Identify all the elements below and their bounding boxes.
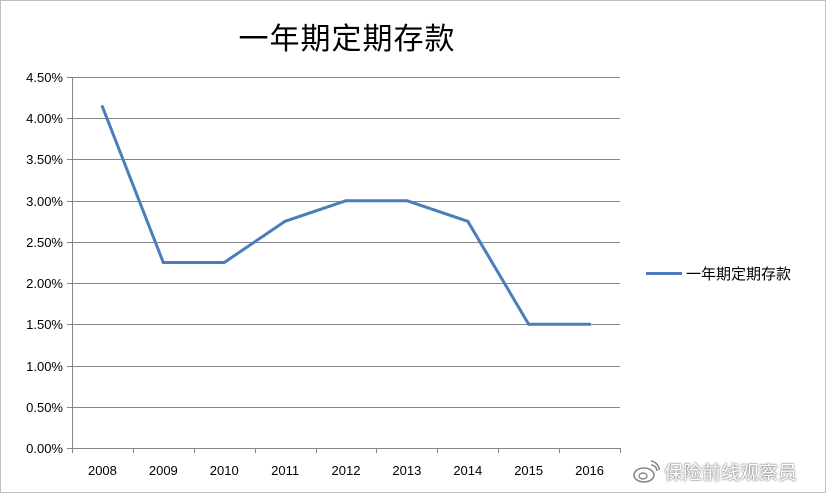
y-tick-label: 3.50%	[26, 152, 63, 167]
y-tick-label: 2.00%	[26, 276, 63, 291]
x-tick-label: 2012	[332, 463, 361, 478]
legend-label: 一年期定期存款	[686, 265, 792, 283]
y-tick-label: 4.50%	[26, 70, 63, 85]
y-axis-tick-labels: 0.00% 0.50% 1.00% 1.50% 2.00% 2.50% 3.00% 3.50%…	[26, 70, 63, 456]
chart-title: 一年期定期存款	[238, 22, 456, 57]
watermark-text: 保险前线观察员	[664, 462, 798, 484]
x-tick-label: 2013	[392, 463, 421, 478]
x-tick-label: 2016	[575, 463, 604, 478]
y-tick-label: 0.00%	[26, 441, 63, 456]
data-point	[161, 261, 165, 264]
data-point	[100, 105, 104, 109]
y-tick-label: 0.50%	[26, 400, 63, 415]
series-layer	[100, 105, 592, 326]
watermark: 保险前线观察员	[632, 458, 797, 485]
x-tick-label: 2010	[210, 463, 239, 478]
x-tick-label: 2015	[514, 463, 543, 478]
data-point	[405, 199, 409, 203]
y-tick-label: 1.00%	[26, 359, 63, 374]
x-tick-label: 2009	[149, 463, 178, 478]
x-tick-label: 2008	[88, 463, 117, 478]
data-point	[466, 219, 470, 223]
legend-swatch	[646, 272, 682, 275]
x-tick-label: 2011	[271, 463, 299, 478]
y-tick-label: 4.00%	[26, 111, 63, 126]
data-point	[588, 322, 592, 326]
x-tick-label: 2014	[453, 463, 482, 478]
axes	[67, 77, 621, 453]
data-point	[344, 199, 348, 203]
data-point	[527, 322, 531, 326]
x-axis-tick-labels: 2008 2009 2010 2011 2012 2013 2014 2015 2016	[88, 463, 604, 478]
data-point	[283, 219, 287, 223]
legend: 一年期定期存款	[646, 263, 791, 284]
series-line	[100, 105, 592, 326]
weibo-icon	[633, 459, 660, 483]
y-tick-label: 3.00%	[26, 194, 63, 209]
y-tick-label: 1.50%	[26, 317, 63, 332]
data-point	[222, 261, 226, 264]
y-tick-label: 2.50%	[26, 235, 63, 250]
